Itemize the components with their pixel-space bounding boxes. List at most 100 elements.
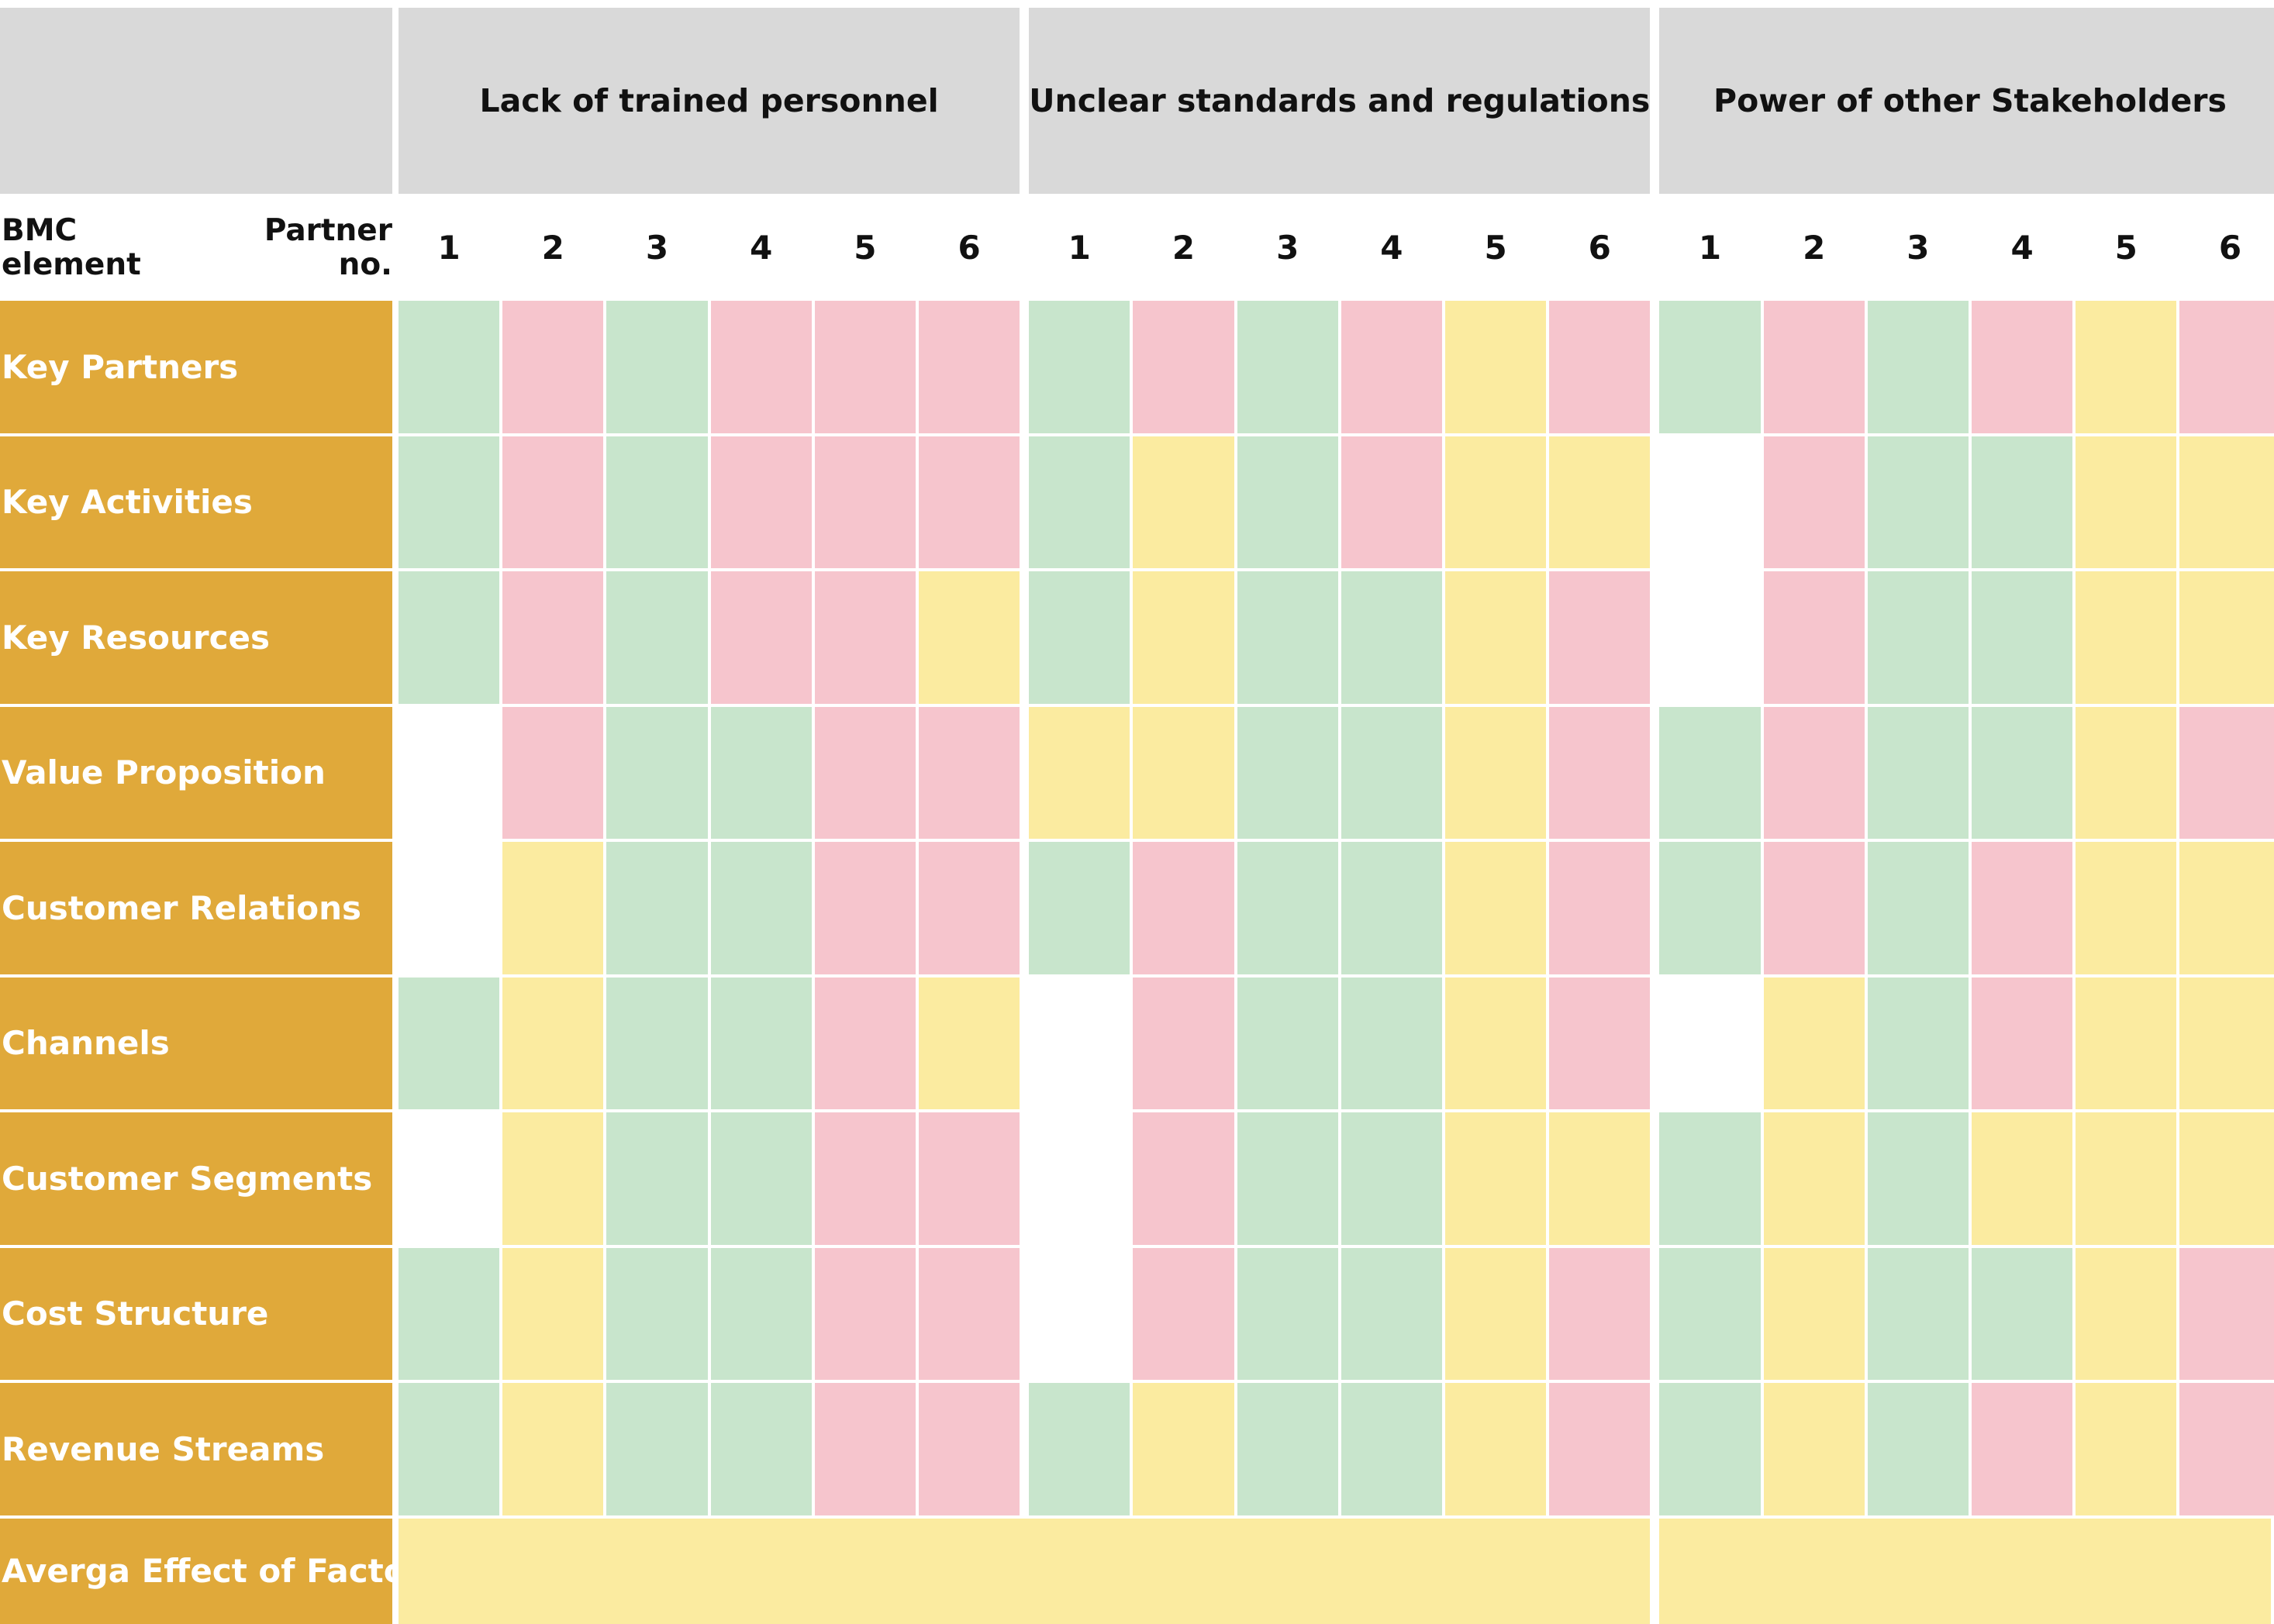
rating-cell [2076, 436, 2177, 568]
rating-cell [399, 1383, 500, 1515]
rating-cell [502, 571, 604, 704]
rating-cell [919, 977, 1020, 1109]
rating-cell [1133, 436, 1234, 568]
rating-cell [502, 1112, 604, 1245]
rating-cell [1341, 842, 1442, 974]
rating-cell [919, 1112, 1020, 1245]
rating-cell [1237, 436, 1338, 568]
rating-cell [1341, 1112, 1442, 1245]
row-label: Cost Structure [0, 1247, 392, 1380]
rating-cell [1133, 301, 1234, 433]
rating-cell [502, 1383, 604, 1515]
rating-cell [1133, 1383, 1234, 1515]
rating-cell [1237, 977, 1338, 1109]
rating-cell [2076, 301, 2177, 433]
rating-cell [2179, 1383, 2274, 1515]
rating-cell [1549, 1247, 1651, 1380]
rating-cell [1029, 571, 1130, 704]
rating-cell [399, 571, 500, 704]
rating-cell [2076, 1383, 2177, 1515]
row-label: Key Resources [0, 571, 392, 704]
rating-cell [710, 706, 812, 839]
rating-cell [710, 1383, 812, 1515]
rating-cell [814, 436, 916, 568]
rating-cell [2076, 842, 2177, 974]
rating-cell [1867, 1383, 1969, 1515]
rating-cell [1549, 1112, 1651, 1245]
rating-cell [710, 1247, 812, 1380]
rating-cell [1029, 1247, 1130, 1380]
factor-header: Lack of trained personnel [399, 8, 1020, 194]
partner-number: 4 [1972, 197, 2073, 298]
rating-cell [1029, 842, 1130, 974]
rating-cell [606, 1247, 708, 1380]
rating-cell [1133, 977, 1234, 1109]
rating-cell [1133, 571, 1234, 704]
rating-cell [1029, 1383, 1130, 1515]
partner-number: 5 [814, 197, 916, 298]
partner-number: 2 [1763, 197, 1865, 298]
rating-cell [1867, 706, 1969, 839]
rating-cell [1133, 706, 1234, 839]
rating-cell [1549, 436, 1651, 568]
partner-number: 4 [710, 197, 812, 298]
rating-cell [1445, 301, 1547, 433]
row-label: Revenue Streams [0, 1383, 392, 1515]
rating-cell [1763, 301, 1865, 433]
rating-cell [1659, 842, 1761, 974]
rating-cell [1445, 977, 1547, 1109]
rating-cell [399, 1112, 500, 1245]
rating-cell [1867, 842, 1969, 974]
row-label: Customer Relations [0, 842, 392, 974]
rating-cell [1549, 706, 1651, 839]
rating-cell [1029, 706, 1130, 839]
rating-cell [606, 1112, 708, 1245]
rating-cell [814, 706, 916, 839]
rating-cell [814, 977, 916, 1109]
rating-cell [1659, 1247, 1761, 1380]
rating-cell [710, 571, 812, 704]
rating-cell [814, 571, 916, 704]
rating-cell [1659, 1112, 1761, 1245]
rating-cell [1972, 977, 2073, 1109]
rating-cell [1867, 1112, 1969, 1245]
rating-cell [710, 436, 812, 568]
rating-cell [2076, 977, 2177, 1109]
rating-cell [1237, 1247, 1338, 1380]
rating-cell [606, 571, 708, 704]
rating-cell [1763, 571, 1865, 704]
average-effect-cell [399, 1518, 1651, 1624]
rating-cell [814, 301, 916, 433]
rating-cell [814, 1112, 916, 1245]
partner-number: 3 [606, 197, 708, 298]
rating-cell [2179, 1247, 2274, 1380]
rating-cell [1763, 842, 1865, 974]
rating-cell [1341, 706, 1442, 839]
corner-header-blank [0, 8, 392, 194]
partner-number: 5 [2076, 197, 2177, 298]
rating-cell [2076, 1247, 2177, 1380]
rating-cell [1659, 571, 1761, 704]
rating-cell [399, 977, 500, 1109]
rating-cell [2179, 1112, 2274, 1245]
rating-cell [1445, 1383, 1547, 1515]
rating-cell [919, 1247, 1020, 1380]
partner-no-label: Partner no. [264, 213, 392, 282]
partner-number: 1 [1029, 197, 1130, 298]
rating-cell [1763, 1383, 1865, 1515]
rating-cell [1972, 842, 2073, 974]
rating-cell [1867, 571, 1969, 704]
rating-cell [606, 842, 708, 974]
rating-cell [1972, 1383, 2073, 1515]
rating-cell [1445, 842, 1547, 974]
factor-header: Unclear standards and regulations [1029, 8, 1651, 194]
row-label: Key Activities [0, 436, 392, 568]
rating-cell [1867, 436, 1969, 568]
average-row-label: Averga Effect of Factor [0, 1518, 422, 1624]
partner-number: 3 [1867, 197, 1969, 298]
partner-number: 6 [919, 197, 1020, 298]
rating-cell [814, 1247, 916, 1380]
partner-number: 1 [1659, 197, 1761, 298]
rating-cell [1341, 571, 1442, 704]
rating-cell [919, 1383, 1020, 1515]
